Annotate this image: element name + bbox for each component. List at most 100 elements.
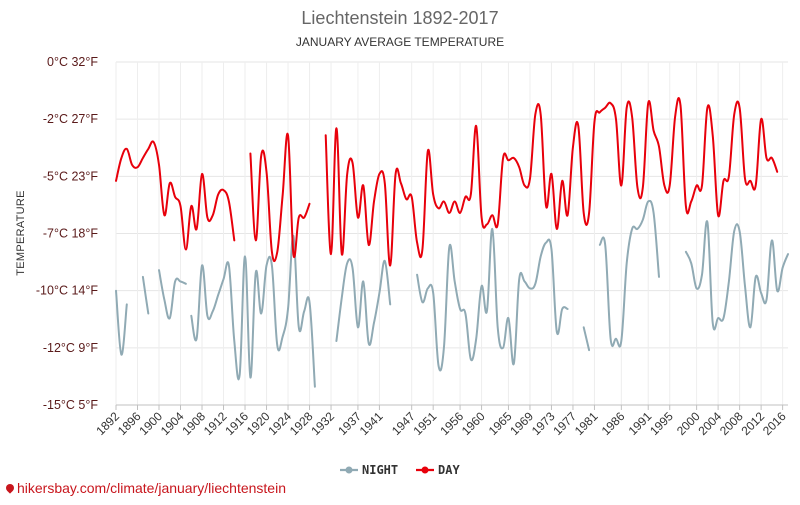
data-point-day[interactable]	[650, 127, 658, 135]
data-point-day[interactable]	[112, 177, 120, 185]
data-point-day[interactable]	[343, 170, 351, 178]
data-point-night[interactable]	[617, 337, 625, 345]
data-point-night[interactable]	[220, 275, 228, 283]
data-point-day[interactable]	[263, 168, 271, 176]
data-point-night[interactable]	[445, 243, 453, 251]
data-point-night[interactable]	[155, 266, 163, 274]
legend-item-day[interactable]: DAY	[416, 463, 460, 477]
data-point-day[interactable]	[639, 184, 647, 192]
data-point-day[interactable]	[547, 170, 555, 178]
data-point-day[interactable]	[440, 197, 448, 205]
data-point-night[interactable]	[182, 280, 190, 288]
data-point-night[interactable]	[467, 355, 475, 363]
data-point-night[interactable]	[757, 289, 765, 297]
data-point-day[interactable]	[456, 209, 464, 217]
data-point-day[interactable]	[730, 111, 738, 119]
data-point-day[interactable]	[225, 197, 233, 205]
data-point-night[interactable]	[547, 246, 555, 254]
data-point-day[interactable]	[714, 211, 722, 219]
data-point-day[interactable]	[628, 113, 636, 121]
data-point-day[interactable]	[687, 197, 695, 205]
data-point-day[interactable]	[703, 104, 711, 112]
data-point-night[interactable]	[768, 236, 776, 244]
data-point-day[interactable]	[408, 193, 416, 201]
data-point-day[interactable]	[375, 170, 383, 178]
data-point-night[interactable]	[752, 273, 760, 281]
data-point-day[interactable]	[117, 154, 125, 162]
data-point-day[interactable]	[435, 204, 443, 212]
data-point-night[interactable]	[225, 262, 233, 270]
data-point-night[interactable]	[461, 310, 469, 318]
data-point-night[interactable]	[623, 259, 631, 267]
data-point-day[interactable]	[155, 161, 163, 169]
data-point-night[interactable]	[483, 307, 491, 315]
data-point-night[interactable]	[784, 250, 792, 258]
data-point-night[interactable]	[139, 273, 147, 281]
data-point-night[interactable]	[762, 296, 770, 304]
legend-item-night[interactable]: NIGHT	[340, 463, 398, 477]
data-point-night[interactable]	[639, 216, 647, 224]
data-point-day[interactable]	[279, 191, 287, 199]
data-point-night[interactable]	[499, 344, 507, 352]
data-point-night[interactable]	[117, 351, 125, 359]
data-point-day[interactable]	[139, 154, 147, 162]
data-point-day[interactable]	[725, 172, 733, 180]
data-point-night[interactable]	[504, 314, 512, 322]
data-point-night[interactable]	[472, 335, 480, 343]
data-point-night[interactable]	[564, 305, 572, 313]
data-point-night[interactable]	[214, 291, 222, 299]
data-point-day[interactable]	[666, 181, 674, 189]
data-point-day[interactable]	[757, 115, 765, 123]
data-point-day[interactable]	[198, 170, 206, 178]
data-point-night[interactable]	[193, 335, 201, 343]
data-point-day[interactable]	[736, 104, 744, 112]
data-point-night[interactable]	[295, 323, 303, 331]
data-point-day[interactable]	[300, 213, 308, 221]
data-point-day[interactable]	[574, 122, 582, 130]
data-point-day[interactable]	[284, 131, 292, 139]
data-point-day[interactable]	[558, 177, 566, 185]
data-point-night[interactable]	[655, 273, 663, 281]
data-point-day[interactable]	[617, 181, 625, 189]
data-point-night[interactable]	[736, 227, 744, 235]
data-point-night[interactable]	[633, 225, 641, 233]
data-point-night[interactable]	[585, 346, 593, 354]
data-point-night[interactable]	[338, 294, 346, 302]
data-point-night[interactable]	[273, 342, 281, 350]
data-point-day[interactable]	[160, 211, 168, 219]
data-point-day[interactable]	[177, 202, 185, 210]
data-point-day[interactable]	[644, 99, 652, 107]
data-point-day[interactable]	[494, 220, 502, 228]
data-point-day[interactable]	[322, 131, 330, 139]
data-point-night[interactable]	[687, 259, 695, 267]
data-point-day[interactable]	[607, 99, 615, 107]
data-point-day[interactable]	[429, 191, 437, 199]
data-point-day[interactable]	[488, 211, 496, 219]
data-point-day[interactable]	[451, 197, 459, 205]
data-point-night[interactable]	[418, 298, 426, 306]
data-point-day[interactable]	[752, 181, 760, 189]
watermark[interactable]: hikersbay.com/climate/january/liechtenst…	[4, 480, 286, 496]
data-point-night[interactable]	[112, 287, 120, 295]
data-point-night[interactable]	[521, 278, 529, 286]
data-point-night[interactable]	[542, 239, 550, 247]
data-point-day[interactable]	[612, 115, 620, 123]
data-point-day[interactable]	[768, 154, 776, 162]
data-point-night[interactable]	[365, 339, 373, 347]
data-point-night[interactable]	[725, 278, 733, 286]
data-point-day[interactable]	[537, 111, 545, 119]
data-point-night[interactable]	[375, 289, 383, 297]
data-point-night[interactable]	[779, 264, 787, 272]
data-point-day[interactable]	[246, 149, 254, 157]
data-point-day[interactable]	[134, 163, 142, 171]
data-point-night[interactable]	[553, 328, 561, 336]
data-point-night[interactable]	[246, 374, 254, 382]
data-point-night[interactable]	[209, 307, 217, 315]
data-point-night[interactable]	[451, 278, 459, 286]
data-point-day[interactable]	[569, 143, 577, 151]
data-point-day[interactable]	[397, 179, 405, 187]
data-point-night[interactable]	[703, 218, 711, 226]
data-point-night[interactable]	[144, 310, 152, 318]
data-point-night[interactable]	[187, 312, 195, 320]
data-point-day[interactable]	[698, 181, 706, 189]
